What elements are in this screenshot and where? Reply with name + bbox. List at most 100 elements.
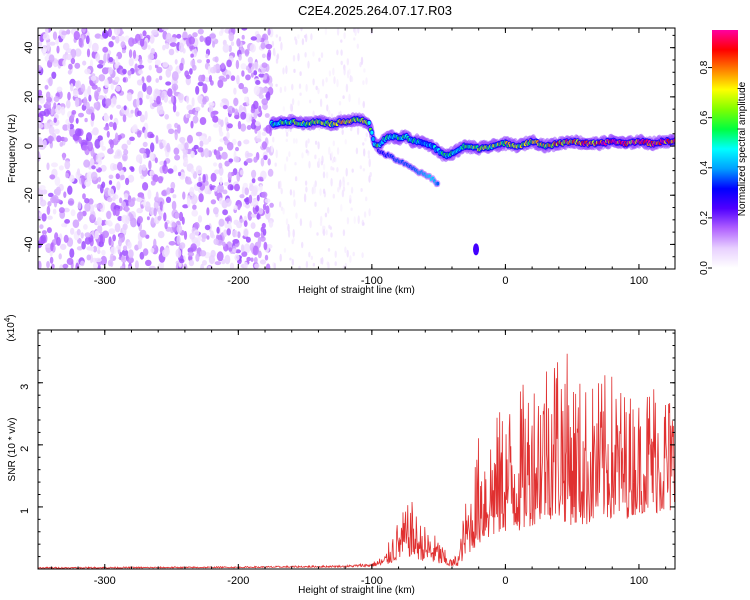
- top-ytick-label: -20: [23, 187, 35, 203]
- noise-blob: [82, 60, 87, 66]
- noise-blob: [156, 66, 163, 74]
- top-xtick-label: 0: [502, 275, 508, 287]
- sparse-blob: [289, 257, 292, 261]
- noise-blob: [108, 67, 113, 75]
- noise-blob: [192, 64, 197, 71]
- noise-blob: [72, 219, 80, 228]
- noise-blob: [84, 236, 92, 245]
- noise-blob: [87, 141, 93, 152]
- noise-blob: [204, 224, 211, 231]
- noise-blob: [62, 152, 66, 161]
- noise-blob: [224, 254, 231, 265]
- noise-blob: [83, 159, 91, 168]
- noise-blob: [186, 95, 190, 104]
- noise-blob: [162, 164, 166, 172]
- sparse-blob: [285, 65, 288, 75]
- noise-blob: [120, 265, 125, 269]
- noise-blob: [188, 259, 195, 267]
- noise-blob: [267, 158, 271, 166]
- bottom-ylabel: SNR (10 * v/v): [7, 418, 18, 482]
- noise-blob: [218, 166, 224, 176]
- noise-blob: [43, 122, 51, 130]
- noise-blob: [227, 105, 234, 115]
- sparse-blob: [310, 33, 313, 41]
- noise-blob: [243, 243, 251, 254]
- noise-blob: [157, 231, 165, 239]
- noise-blob: [214, 186, 218, 192]
- noise-blob: [163, 212, 167, 222]
- noise-blob: [66, 257, 74, 265]
- snr-plot: [38, 353, 675, 569]
- noise-blob: [240, 63, 247, 70]
- sparse-blob: [292, 237, 295, 242]
- sparse-blob: [289, 189, 293, 196]
- sparse-blob: [338, 101, 342, 106]
- noise-blob: [53, 102, 57, 110]
- noise-blob: [267, 168, 274, 177]
- noise-blob: [224, 198, 232, 207]
- noise-blob: [205, 53, 209, 59]
- noise-blob: [173, 147, 180, 155]
- noise-blob: [246, 125, 252, 130]
- sparse-blob: [340, 60, 343, 66]
- sparse-blob: [312, 51, 315, 57]
- noise-blob: [195, 239, 201, 248]
- noise-blob: [193, 144, 199, 150]
- noise-blob: [265, 263, 271, 269]
- noise-blob: [96, 217, 103, 226]
- noise-blob: [221, 151, 228, 160]
- sparse-blob: [321, 257, 324, 265]
- sparse-blob: [303, 193, 307, 203]
- noise-blob: [234, 183, 240, 192]
- noise-blob: [100, 164, 107, 172]
- sparse-blob: [292, 138, 296, 144]
- noise-blob: [258, 94, 264, 99]
- noise-blob: [243, 220, 248, 228]
- noise-blob: [179, 242, 186, 250]
- noise-blob: [78, 136, 82, 144]
- sparse-blob: [362, 100, 365, 109]
- sparse-blob: [361, 252, 364, 259]
- sparse-blob: [317, 141, 320, 150]
- noise-blob: [247, 211, 253, 221]
- noise-blob: [168, 128, 175, 135]
- noise-blob: [261, 53, 266, 59]
- noise-blob: [81, 175, 85, 185]
- sparse-blob: [324, 28, 328, 36]
- sparse-blob: [333, 76, 336, 85]
- noise-blob: [111, 196, 116, 202]
- sparse-blob: [308, 251, 311, 258]
- noise-blob: [173, 165, 178, 172]
- noise-blob: [95, 164, 99, 170]
- noise-blob: [94, 138, 101, 149]
- noise-blob: [125, 177, 130, 186]
- noise-blob: [257, 250, 262, 259]
- noise-blob: [213, 123, 220, 128]
- noise-blob: [248, 194, 253, 204]
- noise-blob: [233, 156, 240, 163]
- noise-blob: [112, 122, 117, 131]
- noise-blob: [76, 228, 81, 236]
- noise-blob: [63, 234, 69, 243]
- noise-blob: [193, 229, 200, 236]
- noise-blob: [122, 77, 127, 83]
- noise-blob: [223, 229, 228, 237]
- noise-blob: [218, 197, 223, 205]
- noise-blob: [175, 111, 180, 117]
- noise-blob: [174, 130, 178, 141]
- noise-blob: [224, 217, 231, 222]
- noise-blob: [253, 156, 258, 163]
- noise-blob: [179, 62, 184, 71]
- colorbar-tick-label: 0.6: [699, 110, 710, 124]
- noise-blob: [251, 169, 257, 179]
- noise-blob: [115, 173, 121, 180]
- noise-blob: [104, 78, 109, 89]
- noise-blob: [161, 190, 167, 197]
- sparse-blob: [362, 222, 365, 226]
- noise-blob: [149, 151, 154, 161]
- noise-blob: [228, 247, 233, 252]
- noise-blob: [114, 62, 119, 69]
- sparse-blob: [345, 83, 349, 93]
- noise-blob: [115, 55, 119, 65]
- bottom-xtick-label: 100: [630, 575, 648, 587]
